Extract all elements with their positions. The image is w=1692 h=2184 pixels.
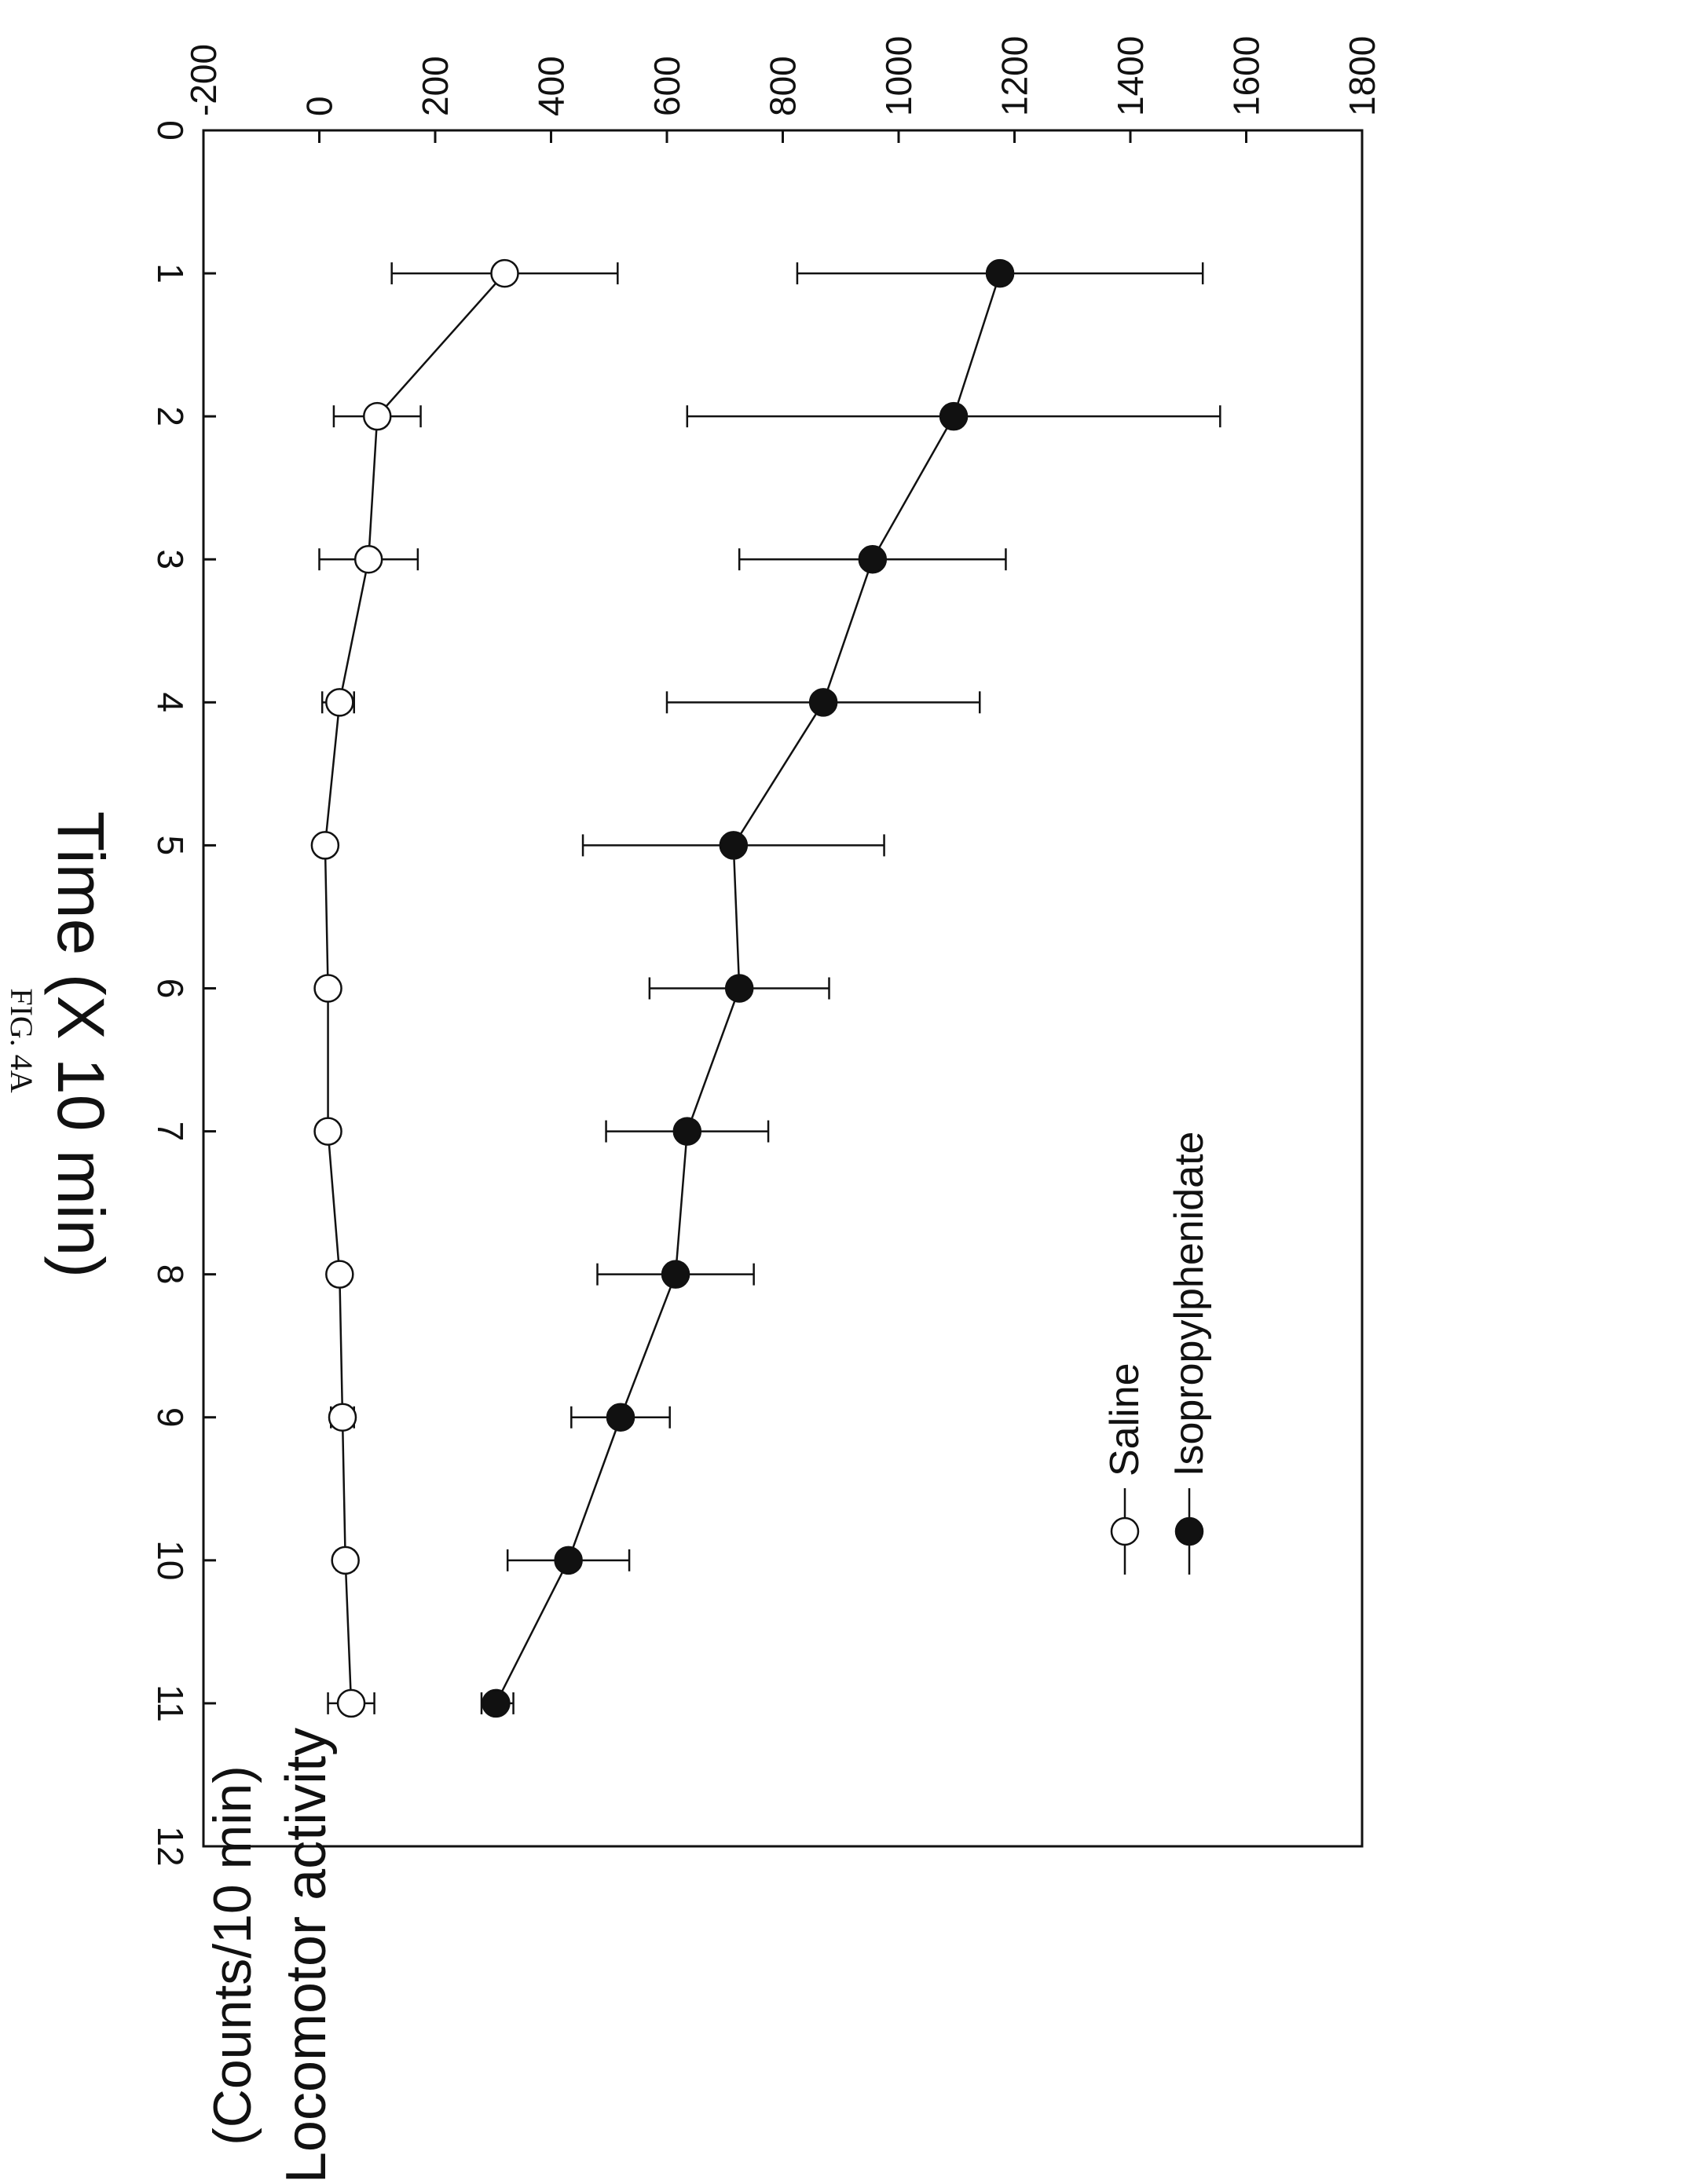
legend-label-group: Isopropylphenidate	[1166, 1132, 1212, 1476]
y-tick-label-group: 1600	[1226, 36, 1267, 116]
y-tick-label: 1600	[1226, 36, 1267, 116]
x-tick-label: 7	[150, 1121, 191, 1142]
data-point	[554, 1546, 583, 1575]
y-tick-label-group: 800	[763, 56, 804, 116]
y-tick-label-group: 200	[415, 56, 456, 116]
y-tick-label-group: -200	[183, 44, 224, 116]
y-tick-label: -200	[183, 44, 224, 116]
legend-marker	[1174, 1516, 1204, 1546]
x-tick-label: 2	[150, 406, 191, 426]
legend-label-group: Saline	[1102, 1363, 1148, 1476]
data-point	[313, 1117, 342, 1146]
data-point	[353, 545, 383, 574]
y-tick-label: 1200	[994, 36, 1035, 116]
data-point	[939, 401, 969, 431]
series-line	[324, 273, 506, 1703]
data-point	[363, 401, 392, 431]
data-point	[328, 1403, 357, 1432]
legend: Isopropylphenidate Saline	[1102, 1132, 1212, 1575]
y-tick-label: 400	[531, 56, 572, 116]
x-tick-label: 12	[150, 1826, 191, 1866]
data-point	[719, 831, 749, 860]
y-tick-label-group: 1000	[878, 36, 919, 116]
series-layer	[310, 258, 1221, 1718]
y-tick-label-group: 1800	[1342, 36, 1383, 116]
data-point	[985, 258, 1015, 288]
data-point	[310, 831, 340, 860]
data-point	[724, 974, 754, 1003]
legend-marker	[1110, 1516, 1140, 1546]
x-axis-title: Time (X 10 min)	[44, 811, 118, 1278]
series-isopropylphenidate	[480, 258, 1221, 1718]
y-tick-label: 1800	[1342, 36, 1383, 116]
y-tick-label: 200	[415, 56, 456, 116]
y-tick-label: 600	[646, 56, 687, 116]
y-tick-label-group: 600	[646, 56, 687, 116]
x-tick-label: 10	[150, 1540, 191, 1580]
x-tick-label: 6	[150, 979, 191, 999]
y-tick-label: 800	[763, 56, 804, 116]
legend-label: Isopropylphenidate	[1166, 1132, 1212, 1476]
data-point	[661, 1260, 690, 1289]
y-tick-label-group: 1200	[994, 36, 1035, 116]
data-point	[331, 1546, 360, 1575]
data-point	[325, 688, 354, 717]
y-tick-label-group: 0	[299, 96, 340, 116]
x-tick-label: 5	[150, 836, 191, 856]
y-axis-title-line1: Locomotor activity	[275, 1728, 338, 2183]
data-point	[325, 1260, 354, 1289]
y-tick-label-group: 400	[531, 56, 572, 116]
x-tick-label: 1	[150, 263, 191, 284]
data-point	[672, 1117, 702, 1146]
legend-label: Saline	[1102, 1363, 1148, 1476]
x-tick-label: 0	[150, 120, 191, 141]
series-saline	[310, 258, 619, 1718]
y-tick-label: 1000	[878, 36, 919, 116]
x-tick-label: 11	[150, 1685, 191, 1722]
data-point	[808, 688, 838, 717]
data-point	[858, 545, 888, 574]
y-tick-label: 1400	[1110, 36, 1151, 116]
x-tick-label: 3	[150, 549, 191, 569]
y-axis: -200 0 200 400 600 800 1000 1200 1400 1600 1800	[183, 36, 1383, 143]
figure-label: FIG. 4A	[4, 988, 39, 1092]
data-point	[606, 1403, 635, 1432]
x-tick-label: 4	[150, 693, 191, 713]
data-point	[482, 1688, 511, 1718]
data-point	[313, 974, 342, 1003]
data-point	[490, 258, 519, 288]
x-tick-label: 8	[150, 1264, 191, 1285]
data-point	[336, 1688, 366, 1718]
y-tick-label-group: 1400	[1110, 36, 1151, 116]
x-tick-label: 9	[150, 1407, 191, 1428]
y-axis-title-line2: (Counts/10 min)	[203, 1765, 262, 2146]
y-tick-label: 0	[299, 96, 340, 116]
